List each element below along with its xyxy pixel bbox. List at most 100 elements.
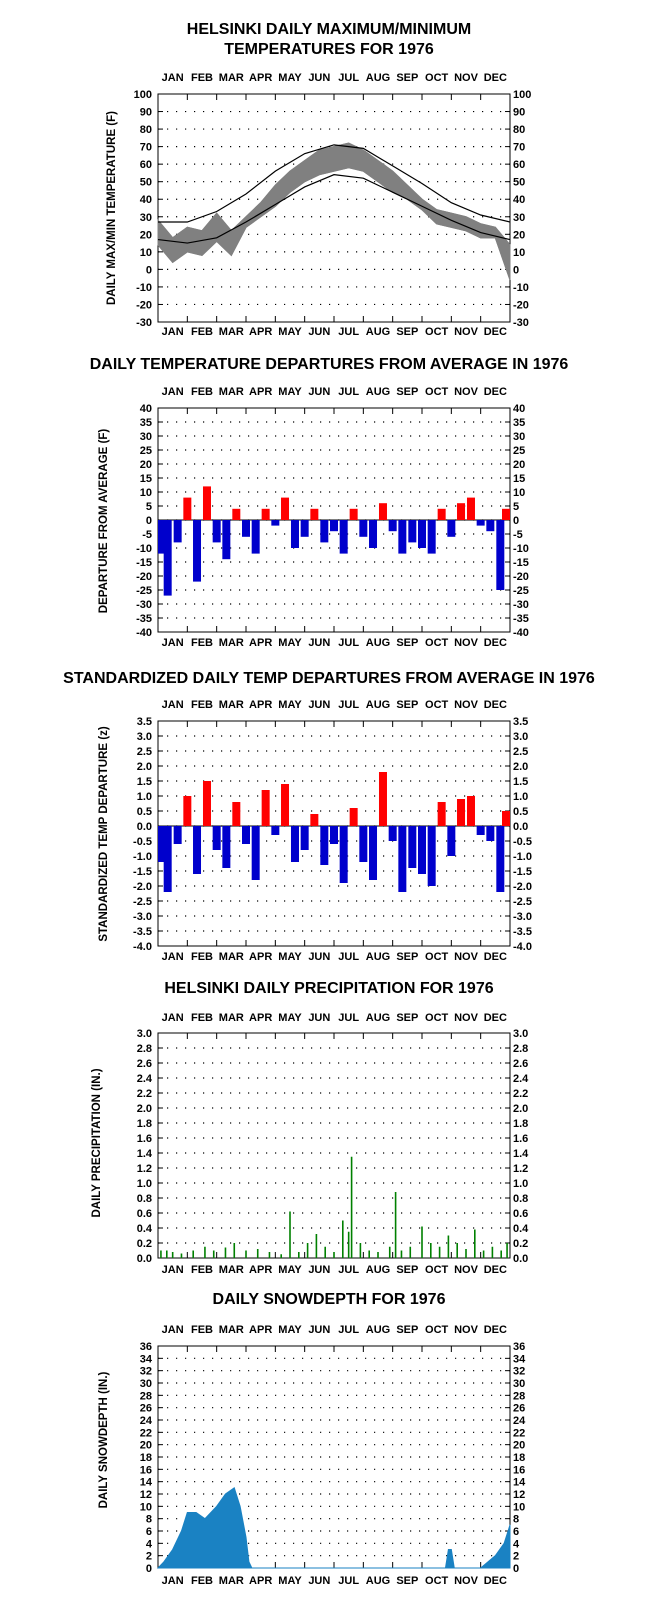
y-tick-label: 15 <box>140 473 152 485</box>
bar <box>465 1249 467 1258</box>
bar <box>290 826 299 862</box>
y-tick-label: 34 <box>513 1353 526 1365</box>
y-tick-label: 8 <box>146 1514 152 1526</box>
bar <box>438 1246 441 1258</box>
chart-title: DAILY SNOWDEPTH FOR 1976 <box>213 1291 446 1308</box>
y-tick-label: -3.5 <box>513 926 532 938</box>
y-tick-label: 1.0 <box>137 1178 152 1190</box>
bar <box>242 520 250 537</box>
bar <box>409 1246 412 1258</box>
bar <box>347 1231 350 1258</box>
y-tick-label: 2.0 <box>513 1103 528 1115</box>
month-tick-label: JUL <box>338 1575 359 1587</box>
month-tick-label: DEC <box>484 1012 507 1024</box>
month-tick-label: MAY <box>278 326 302 338</box>
bar <box>486 826 495 841</box>
chart-4: HELSINKI DAILY PRECIPITATION FOR 1976 JAN… <box>91 980 529 1276</box>
snowdepth-area <box>156 1487 511 1569</box>
y-tick-label: 32 <box>140 1366 152 1378</box>
bar <box>427 520 436 554</box>
month-tick-label: MAY <box>278 1264 302 1276</box>
month-tick-label: APR <box>249 1264 272 1276</box>
month-tick-label: OCT <box>425 1264 449 1276</box>
bar <box>457 799 466 826</box>
month-tick-label: DEC <box>484 699 507 711</box>
month-tick-label: NOV <box>454 326 479 338</box>
bar <box>289 1211 291 1258</box>
bar <box>430 1243 432 1258</box>
month-tick-label: AUG <box>366 1012 390 1024</box>
y-tick-label: 2.4 <box>513 1073 529 1085</box>
bar <box>466 796 475 826</box>
y-tick-label: -3.5 <box>133 926 152 938</box>
y-tick-label: 70 <box>513 142 525 154</box>
bar <box>496 826 505 892</box>
bar <box>163 826 172 892</box>
y-tick-label: 1.0 <box>513 1178 528 1190</box>
bar <box>476 520 485 526</box>
bar <box>224 1247 227 1258</box>
y-tick-label: 0 <box>146 1563 152 1575</box>
y-tick-label: 2.8 <box>513 1043 528 1055</box>
bar <box>256 1249 259 1258</box>
y-tick-label: 20 <box>140 1440 152 1452</box>
month-tick-label: AUG <box>366 951 390 963</box>
y-tick-label: -10 <box>513 543 529 555</box>
y-tick-label: 36 <box>513 1341 525 1353</box>
bar <box>427 826 436 886</box>
month-tick-label: JUL <box>338 1324 359 1336</box>
y-tick-label: 0 <box>513 515 519 527</box>
month-tick-label: SEP <box>396 1264 418 1276</box>
month-tick-label: JAN <box>162 1324 184 1336</box>
month-tick-label: JUN <box>308 1575 330 1587</box>
month-tick-label: NOV <box>454 637 479 649</box>
bar <box>447 826 456 856</box>
y-tick-label: 100 <box>134 89 152 101</box>
y-tick-label: 24 <box>513 1415 526 1427</box>
y-tick-label: -30 <box>513 599 529 611</box>
y-tick-label: 0.4 <box>137 1223 153 1235</box>
y-tick-label: 18 <box>513 1452 525 1464</box>
y-tick-label: 35 <box>513 417 525 429</box>
bar <box>324 1246 326 1258</box>
month-tick-label: NOV <box>454 72 479 84</box>
bar <box>202 486 211 520</box>
y-tick-label: 0.6 <box>137 1208 152 1220</box>
month-tick-label: NOV <box>454 386 479 398</box>
y-axis-label: DAILY PRECIPITATION (IN.) <box>91 1068 103 1217</box>
month-tick-label: DEC <box>484 386 507 398</box>
bar <box>300 520 309 537</box>
bar <box>447 1235 450 1258</box>
y-tick-label: 20 <box>140 459 152 471</box>
y-tick-label: -4.0 <box>133 941 152 953</box>
month-tick-label: JUN <box>308 386 330 398</box>
y-tick-label: 20 <box>513 229 525 241</box>
y-tick-label: 40 <box>140 403 152 415</box>
month-tick-label: NOV <box>454 1575 479 1587</box>
bar <box>160 1250 162 1258</box>
month-tick-label: MAR <box>219 1575 244 1587</box>
y-tick-label: -30 <box>513 317 529 329</box>
y-tick-label: -15 <box>513 557 529 569</box>
y-tick-label: -40 <box>136 627 152 639</box>
y-tick-label: 1.8 <box>137 1118 152 1130</box>
y-tick-label: 3.0 <box>137 1028 152 1040</box>
month-tick-label: FEB <box>191 326 213 338</box>
bar <box>437 802 446 826</box>
y-tick-label: 0 <box>513 1563 519 1575</box>
month-tick-label: FEB <box>191 72 213 84</box>
bar <box>447 520 456 537</box>
bar <box>330 520 338 532</box>
y-tick-label: 30 <box>140 1378 152 1390</box>
y-axis-label: STANDARDIZED TEMP DEPARTURE (z) <box>98 726 110 941</box>
month-tick-label: DEC <box>484 72 507 84</box>
y-tick-label: -0.5 <box>133 836 152 848</box>
month-tick-label: SEP <box>396 386 418 398</box>
y-tick-label: -1.0 <box>133 851 152 863</box>
chart-title: DAILY TEMPERATURE DEPARTURES FROM AVERAG… <box>90 356 569 373</box>
chart-title: HELSINKI DAILY MAXIMUM/MINIMUM <box>187 21 471 38</box>
month-tick-label: MAR <box>219 72 244 84</box>
month-tick-label: APR <box>249 386 272 398</box>
bar <box>310 508 319 520</box>
